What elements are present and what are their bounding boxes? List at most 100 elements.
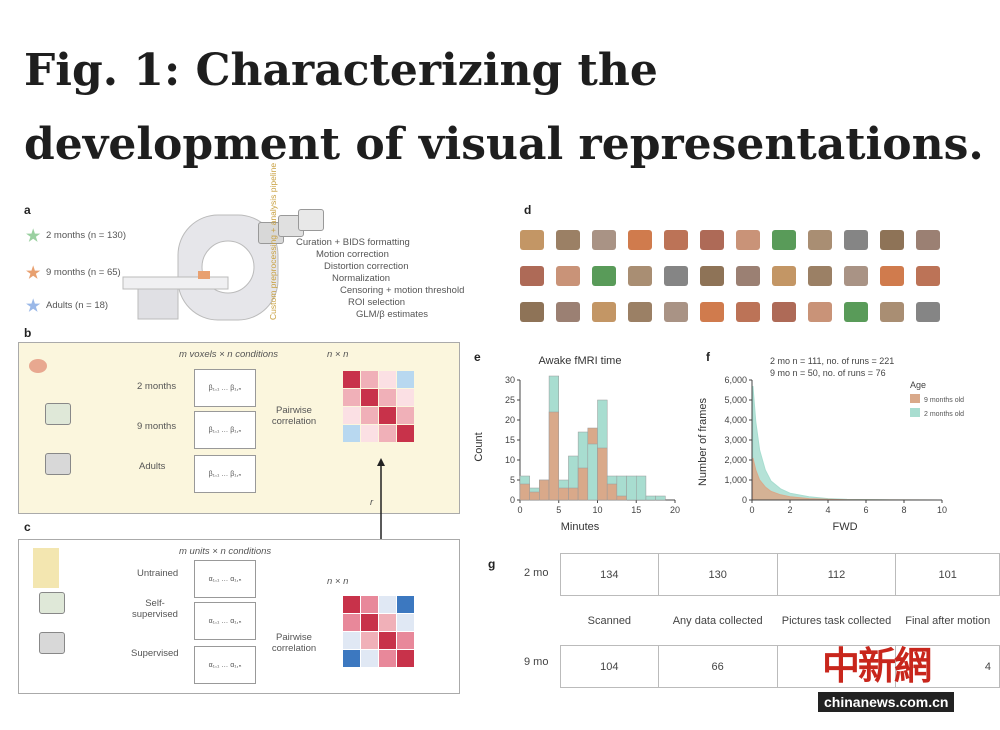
x-tick-label: 10 xyxy=(592,505,602,515)
nxn-label: n × n xyxy=(327,349,349,360)
y-tick-label: 6,000 xyxy=(724,375,747,385)
cart-stimulus xyxy=(772,302,796,322)
crab-stimulus xyxy=(628,230,652,250)
pipeline-step: ROI selection xyxy=(348,297,406,308)
duck-stimulus xyxy=(808,266,832,286)
rdm-cell xyxy=(379,650,396,667)
food-stimulus xyxy=(736,230,760,250)
cat-stimulus xyxy=(592,230,616,250)
network-layers-icon xyxy=(33,548,59,588)
bird-stimulus xyxy=(556,302,580,322)
chart-title: Awake fMRI time xyxy=(539,355,622,367)
cat-stimulus xyxy=(556,230,580,250)
x-axis-label: FWD xyxy=(832,521,857,533)
rdm-cell xyxy=(397,596,414,613)
group-adults: Adults (n = 18) xyxy=(46,300,109,311)
rdm-cell xyxy=(343,614,360,631)
food-stimulus xyxy=(700,266,724,286)
row-2-months: 2 months xyxy=(137,381,177,392)
panel-label-b: b xyxy=(24,326,32,340)
histogram-bar xyxy=(626,475,637,501)
rdm-cell xyxy=(379,371,396,388)
rdm-cell xyxy=(361,596,378,613)
row-label-2mo: 2 mo xyxy=(524,567,549,579)
table-header: Scanned xyxy=(587,614,632,627)
rdm-cell xyxy=(343,425,360,442)
pipeline-label: Custom preprocessing + analysis pipeline xyxy=(268,162,278,320)
rdm-matrix-b xyxy=(343,371,414,442)
rdm-cell xyxy=(343,596,360,613)
x-tick-label: 5 xyxy=(556,505,561,515)
r-label: r xyxy=(370,497,374,508)
crab-stimulus xyxy=(664,230,688,250)
y-tick-label: 25 xyxy=(505,395,515,405)
x-axis-label: Minutes xyxy=(561,521,600,533)
duck-stimulus xyxy=(736,266,760,286)
mri-scanner-illustration xyxy=(122,214,279,321)
chair-stimulus xyxy=(520,266,544,286)
y-tick-label: 2,000 xyxy=(724,455,747,465)
rdm-cell xyxy=(361,632,378,649)
table-cell: 112 xyxy=(776,553,897,596)
legend-2mo: 2 months old xyxy=(924,411,964,418)
animal-stimulus xyxy=(39,632,65,654)
legend-title: Age xyxy=(910,380,926,390)
panel-c-box: m units × n conditions n × n Untrained S… xyxy=(18,539,460,694)
x-tick-label: 0 xyxy=(749,505,754,515)
rdm-cell xyxy=(343,389,360,406)
x-tick-label: 10 xyxy=(937,505,947,515)
rdm-cell xyxy=(361,407,378,424)
y-tick-label: 4,000 xyxy=(724,415,747,425)
legend-swatch-9mo xyxy=(910,394,920,403)
x-tick-label: 4 xyxy=(825,505,830,515)
pipeline-step: Motion correction xyxy=(316,249,389,260)
stimulus-frame xyxy=(298,209,324,231)
rdm-cell xyxy=(379,425,396,442)
panel-label-g: g xyxy=(488,557,496,571)
rdm-cell xyxy=(379,389,396,406)
x-tick-label: 8 xyxy=(901,505,906,515)
tree-stimulus xyxy=(880,302,904,322)
group-9-months: 9 months (n = 65) xyxy=(46,267,121,278)
annotation-9mo: 9 mo n = 50, no. of runs = 76 xyxy=(770,368,886,378)
units-header: m units × n conditions xyxy=(179,546,272,557)
panel-b-box: m voxels × n conditions n × n 2 months 9… xyxy=(18,342,460,514)
rdm-matrix-c xyxy=(343,596,414,667)
store-stimulus xyxy=(664,302,688,322)
annotation-2mo: 2 mo n = 111, no. of runs = 221 xyxy=(770,356,894,366)
rdm-cell xyxy=(397,425,414,442)
pipeline-step: Distortion correction xyxy=(324,261,409,272)
rdm-cell xyxy=(397,614,414,631)
squirrel-stimulus xyxy=(916,230,940,250)
y-tick-label: 5 xyxy=(510,475,515,485)
row-adults: Adults xyxy=(139,461,166,472)
panel-label-c: c xyxy=(24,520,31,534)
table-cell: 101 xyxy=(895,553,1000,596)
legend-swatch-2mo xyxy=(910,408,920,417)
unit-matrix: α₁,₁ … α₁,ₙ xyxy=(194,560,256,598)
distribution-area xyxy=(752,385,943,501)
voxel-matrix: β₁,₁ … β₁,ₙ xyxy=(194,369,256,407)
tree-stimulus xyxy=(45,403,71,425)
rdm-cell xyxy=(379,407,396,424)
watermark-url: chinanews.com.cn xyxy=(818,692,955,712)
bag-stimulus xyxy=(916,266,940,286)
histogram-bar xyxy=(587,443,598,501)
rdm-cell xyxy=(361,650,378,667)
row-9-months: 9 months xyxy=(137,421,177,432)
y-tick-label: 20 xyxy=(505,415,515,425)
x-tick-label: 20 xyxy=(670,505,680,515)
watermark-logo: 中新網 xyxy=(822,643,932,688)
histogram-bar xyxy=(655,495,666,501)
food-stimulus xyxy=(808,230,832,250)
animal-stimulus xyxy=(45,453,71,475)
legend-9mo: 9 months old xyxy=(924,397,964,404)
group-2-months: 2 months (n = 130) xyxy=(46,230,127,241)
rdm-cell xyxy=(397,371,414,388)
histogram-bar xyxy=(539,479,550,501)
y-tick-label: 10 xyxy=(505,455,515,465)
store-stimulus xyxy=(700,302,724,322)
food-stimulus xyxy=(628,266,652,286)
unit-matrix: α₁,₁ … α₁,ₙ xyxy=(194,602,256,640)
histogram-bar xyxy=(568,487,579,501)
